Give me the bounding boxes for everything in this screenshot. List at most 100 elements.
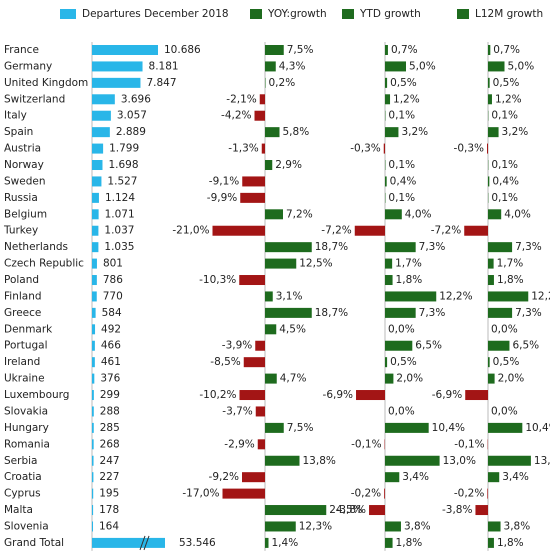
legend-swatch	[457, 9, 469, 19]
category-label: Slovenia	[4, 520, 49, 532]
value-label: 4,0%	[504, 208, 531, 220]
bar	[257, 439, 265, 450]
value-label: 2.889	[116, 126, 146, 138]
category-label: Luxembourg	[4, 389, 69, 401]
bar	[488, 537, 494, 548]
bar	[92, 472, 94, 483]
legend-label: YOY:growth	[267, 8, 327, 20]
bar	[487, 488, 488, 499]
bar	[385, 176, 387, 187]
value-label: 2,9%	[275, 159, 302, 171]
bar	[265, 521, 296, 532]
bar	[265, 45, 284, 55]
bar	[92, 45, 158, 55]
bar	[92, 110, 111, 121]
value-label: -0,1%	[454, 438, 484, 450]
value-label: 1,2%	[393, 93, 420, 105]
category-label: Italy	[4, 110, 27, 122]
bar	[385, 537, 393, 548]
value-label: 1.071	[105, 208, 135, 220]
value-label: 7,3%	[515, 241, 542, 253]
value-label: 0,5%	[493, 77, 520, 89]
value-label: -3,9%	[222, 340, 252, 352]
value-label: 227	[99, 471, 119, 483]
bar	[385, 340, 413, 351]
value-label: 5,0%	[508, 60, 535, 72]
bar	[265, 160, 273, 171]
value-label: 1,4%	[272, 537, 299, 549]
value-label: -0,2%	[351, 488, 381, 500]
category-label: Croatia	[4, 471, 42, 483]
bar	[242, 472, 265, 483]
bar	[92, 61, 143, 72]
value-label: 0,4%	[390, 175, 417, 187]
value-label: 0,0%	[388, 405, 415, 417]
category-label: Russia	[4, 192, 38, 204]
bar	[488, 357, 490, 368]
value-label: 0,1%	[388, 159, 415, 171]
value-label: 10,4%	[432, 422, 465, 434]
value-label: 3.696	[121, 93, 151, 105]
bar	[92, 439, 94, 450]
bar	[488, 340, 510, 351]
value-label: 0,7%	[493, 44, 520, 56]
bar	[488, 242, 513, 253]
axis-break	[139, 535, 146, 551]
bar	[265, 258, 297, 269]
bar	[488, 422, 523, 433]
value-label: 0,1%	[388, 192, 415, 204]
value-label: 4,0%	[405, 208, 432, 220]
value-label: 1,8%	[396, 537, 423, 549]
value-label: 13,0%	[534, 455, 550, 467]
category-label: Denmark	[4, 323, 53, 335]
value-label: 1,8%	[497, 537, 524, 549]
bar	[92, 373, 95, 384]
category-label: Finland	[4, 290, 42, 302]
bar	[92, 537, 165, 548]
bar	[265, 455, 300, 466]
legend-label: Departures December 2018	[82, 8, 229, 20]
bar	[385, 291, 437, 302]
bar	[254, 110, 265, 121]
value-label: 1,8%	[396, 274, 423, 286]
bar	[369, 505, 385, 516]
bar	[92, 422, 94, 433]
value-label: 0,0%	[491, 323, 518, 335]
category-label: Turkey	[3, 225, 38, 237]
value-label: 0,0%	[388, 323, 415, 335]
bar	[385, 357, 388, 368]
bar	[259, 94, 265, 105]
value-label: 1,2%	[495, 93, 522, 105]
value-label: 13,8%	[303, 455, 336, 467]
legend-label: L12M growth	[475, 8, 543, 20]
value-label: 2,0%	[396, 373, 423, 385]
bar	[92, 357, 95, 368]
value-label: 18,7%	[315, 307, 348, 319]
bar	[92, 143, 104, 154]
bar	[385, 455, 440, 466]
value-label: 786	[103, 274, 123, 286]
bar	[475, 505, 488, 516]
bar	[265, 61, 276, 72]
value-label: -3,8%	[336, 504, 366, 516]
value-label: -6,9%	[323, 389, 353, 401]
bar	[212, 225, 265, 236]
bar	[385, 258, 393, 269]
bar	[265, 373, 277, 384]
value-label: 3,4%	[402, 471, 429, 483]
value-label: 1.799	[109, 143, 139, 155]
bar	[240, 192, 265, 203]
value-label: 3.057	[117, 110, 147, 122]
value-label: 12,5%	[299, 258, 332, 270]
category-label: Netherlands	[4, 241, 68, 253]
value-label: 3,4%	[502, 471, 529, 483]
bar	[92, 307, 96, 318]
bar	[385, 45, 388, 55]
bar	[92, 505, 94, 516]
value-label: 3,2%	[401, 126, 428, 138]
value-label: -10,3%	[199, 274, 236, 286]
value-label: 6,5%	[512, 340, 539, 352]
bar	[265, 324, 277, 335]
value-label: 1.124	[105, 192, 135, 204]
bar	[265, 422, 284, 433]
